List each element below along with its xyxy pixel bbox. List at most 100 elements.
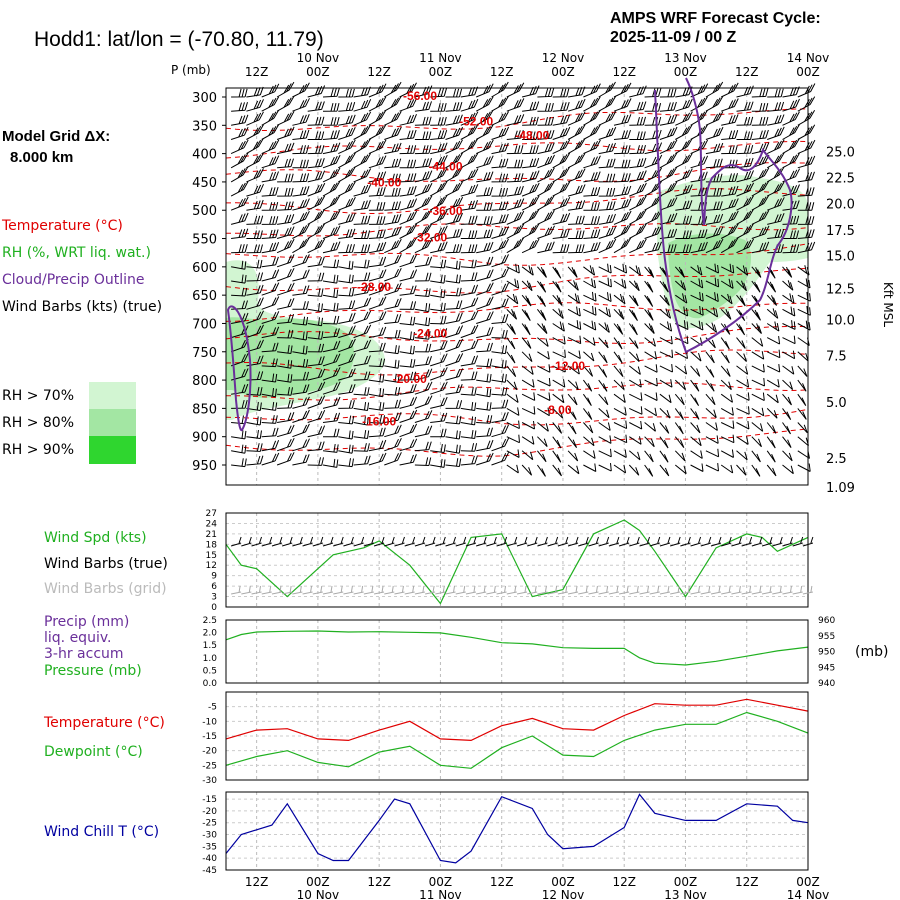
wind-barb	[460, 215, 478, 225]
true-wind-barb	[251, 536, 263, 547]
wind-barb	[659, 364, 673, 373]
wind-barb	[736, 337, 746, 349]
panel-right-tick-label: 950	[818, 648, 835, 658]
wind-barb	[644, 88, 662, 98]
wind-barb	[537, 116, 554, 126]
wind-barb	[491, 452, 510, 466]
wind-barb	[399, 423, 418, 438]
wind-barb	[736, 265, 749, 276]
wind-barb	[384, 298, 402, 310]
wind-barb	[353, 111, 372, 126]
wind-barb	[230, 196, 249, 211]
wind-barb	[721, 173, 738, 183]
wind-barb	[644, 450, 654, 463]
wind-barb	[521, 392, 536, 401]
wind-barb	[353, 272, 371, 282]
wind-barb	[475, 124, 494, 140]
wind-barb	[307, 425, 326, 438]
site-title: Hodd1: lat/lon = (-70.80, 11.79)	[34, 28, 324, 51]
wind-barb	[384, 226, 402, 239]
wind-barb	[506, 173, 524, 183]
wind-barb	[659, 166, 678, 183]
wind-barb	[307, 457, 324, 466]
wind-barb	[338, 274, 354, 284]
wind-barb	[368, 358, 386, 368]
wind-barb	[521, 309, 531, 321]
wind-barb	[766, 436, 776, 449]
wind-barb	[414, 368, 433, 381]
wind-barb	[338, 384, 356, 395]
true-wind-barb	[465, 536, 477, 547]
true-wind-barb	[761, 536, 773, 547]
series-line	[225, 698, 809, 742]
wind-barb	[705, 408, 717, 419]
wind-barb	[628, 294, 639, 307]
wind-barb	[644, 323, 655, 334]
wind-barb	[522, 116, 539, 126]
wind-barb	[598, 187, 616, 197]
wind-barb	[429, 209, 448, 225]
wind-barb	[292, 384, 310, 395]
wind-barb	[445, 152, 463, 169]
true-wind-barb	[271, 536, 283, 547]
wind-barb	[414, 131, 432, 140]
wind-barb	[491, 96, 509, 112]
wind-barb	[261, 216, 279, 225]
time-axes: 12Z 12Z 00Z 00Z 12Z 12Z 00Z 00Z 12Z 12Z 00Z 00Z 12Z 1…	[245, 51, 829, 900]
wind-barb	[368, 342, 386, 353]
kft-tick-label: 7.5	[826, 350, 847, 365]
wind-barb	[445, 458, 462, 467]
true-wind-barb	[557, 536, 569, 547]
wind-barb	[613, 263, 627, 274]
label-barbs-true: Wind Barbs (true)	[44, 556, 168, 572]
wind-barb	[782, 408, 792, 420]
wind-barb	[230, 166, 249, 183]
rh-shading	[226, 175, 808, 420]
isotherm-label: -12.00	[551, 359, 585, 373]
wind-barb	[276, 424, 295, 438]
wind-barb	[261, 155, 280, 169]
wind-barb	[767, 228, 785, 239]
wind-barb	[231, 458, 247, 468]
isotherm-line	[225, 408, 809, 426]
wind-barb	[797, 365, 808, 377]
panel-tick-label: -40	[202, 854, 217, 864]
wind-barb	[277, 214, 295, 225]
wind-barb	[368, 282, 387, 296]
true-wind-barb	[322, 536, 334, 547]
wind-barb	[476, 401, 492, 411]
wind-barb	[782, 184, 800, 197]
legend-rh90: RH > 90%	[2, 442, 74, 458]
wind-barb	[751, 167, 770, 183]
wind-barb	[353, 244, 371, 254]
wind-barb	[629, 420, 643, 430]
wind-barb	[261, 229, 279, 239]
true-wind-barb	[445, 536, 457, 547]
wind-barb	[506, 351, 516, 364]
wind-barb	[460, 416, 476, 426]
wind-barb	[368, 269, 387, 282]
wind-barb	[338, 212, 356, 225]
wind-barb	[629, 101, 647, 112]
top-date-label: 13 Nov	[664, 51, 707, 65]
wind-barb	[445, 260, 461, 270]
wind-barb	[583, 216, 600, 225]
wind-barb	[613, 464, 627, 474]
wind-barb	[322, 130, 340, 140]
wind-barb	[506, 159, 524, 169]
wind-barb	[368, 401, 385, 411]
wind-barb	[353, 371, 371, 381]
wind-barb	[766, 294, 778, 306]
wind-barb	[414, 395, 433, 409]
wind-barb	[568, 86, 586, 98]
wind-barb	[445, 384, 463, 395]
wind-barb	[598, 422, 611, 431]
wind-barb	[460, 259, 477, 269]
wind-barb	[292, 285, 310, 296]
wind-barb	[384, 313, 402, 324]
wind-barb	[720, 223, 739, 239]
wind-barb	[598, 213, 616, 225]
grid-wind-barb	[445, 585, 456, 595]
true-wind-barb	[598, 536, 610, 547]
wind-barb	[629, 157, 647, 169]
